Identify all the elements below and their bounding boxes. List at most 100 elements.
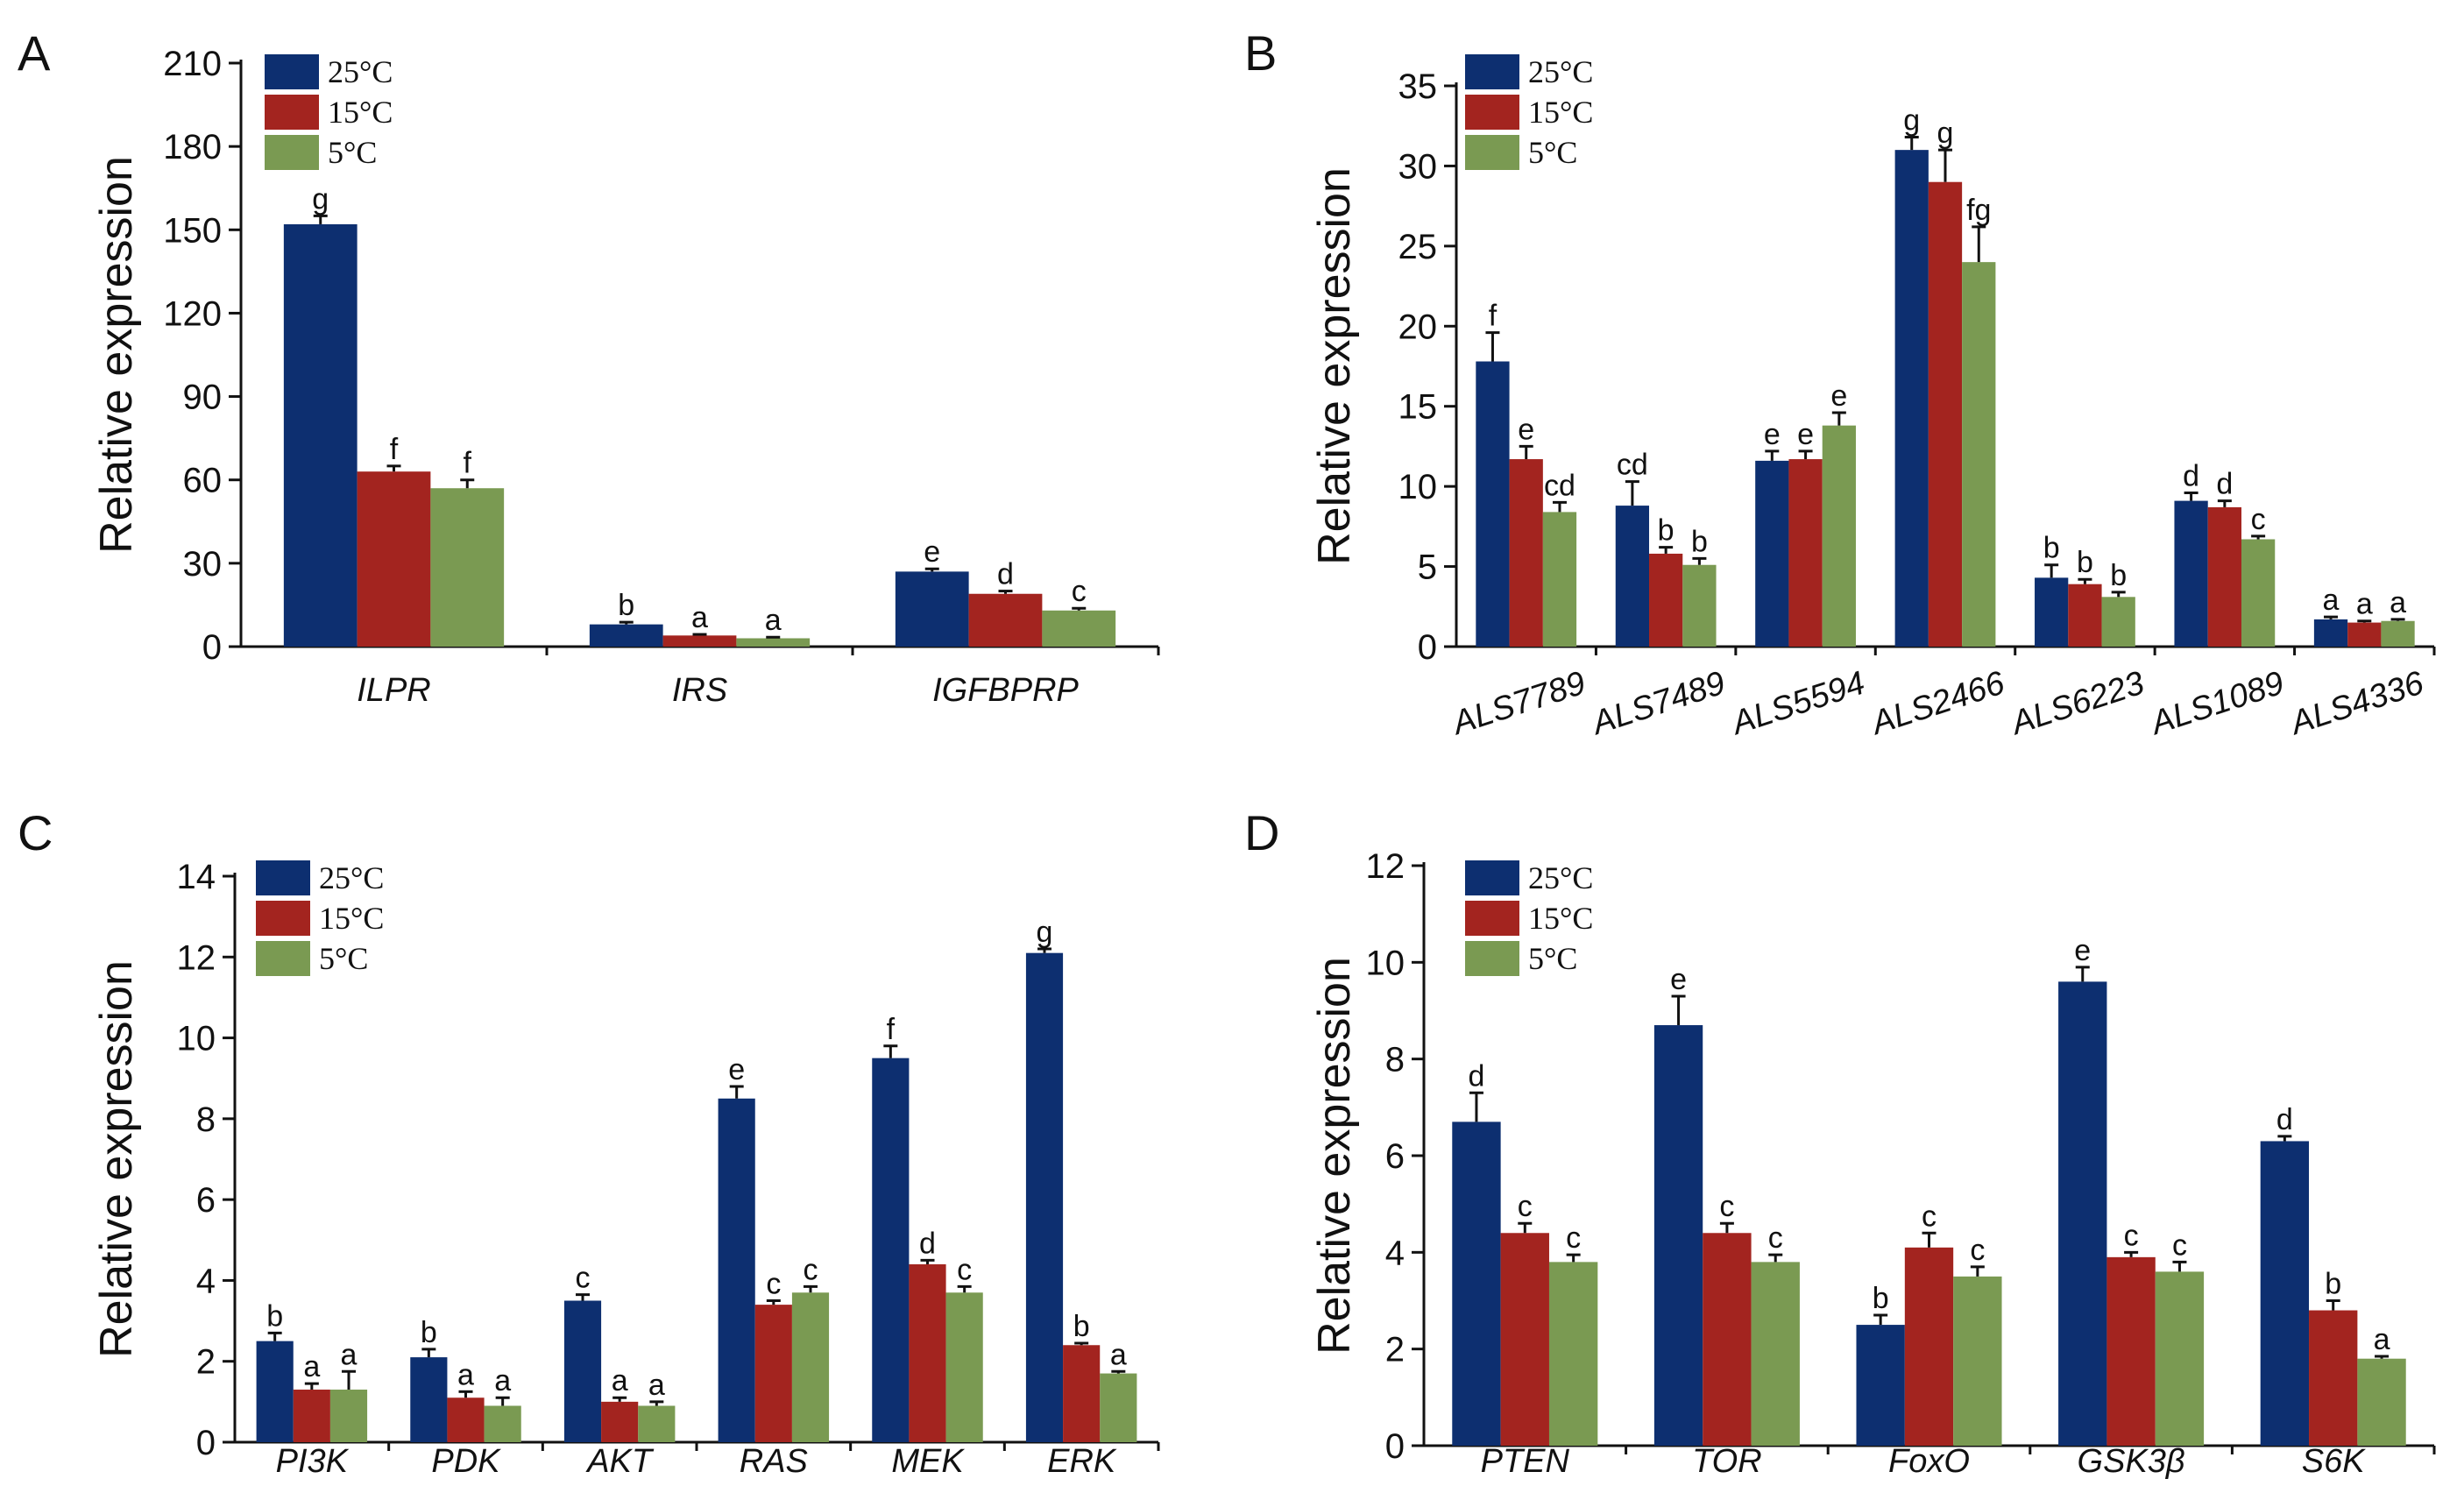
significance-label: a — [494, 1364, 511, 1397]
significance-label: e — [1518, 413, 1534, 446]
significance-label: c — [1518, 1190, 1533, 1223]
y-tick-label: 4 — [196, 1262, 216, 1300]
significance-label: b — [1073, 1310, 1090, 1343]
bar — [1649, 553, 1683, 647]
y-tick-label: 90 — [183, 379, 223, 417]
y-tick-label: 35 — [1398, 67, 1438, 106]
legend-label: 5°C — [328, 135, 377, 170]
significance-label: e — [728, 1053, 745, 1086]
category-group-ALS7789: f ecd ALS7789 — [1447, 300, 1597, 743]
bar — [283, 223, 358, 647]
significance-label: a — [2390, 586, 2406, 619]
legend-swatch — [1465, 95, 1519, 130]
significance-label: a — [2374, 1323, 2390, 1356]
significance-label: a — [612, 1364, 628, 1397]
bar — [909, 1263, 946, 1442]
y-tick-label: 60 — [183, 462, 223, 500]
category-group-RAS: e c c RAS — [718, 1053, 853, 1480]
significance-label: b — [1691, 525, 1708, 558]
bar — [895, 571, 969, 647]
significance-label: e — [1797, 418, 1814, 451]
x-tick-label: ALS7489 — [1586, 665, 1730, 743]
category-group-AKT: c a a AKT — [563, 1262, 698, 1480]
significance-label: a — [303, 1350, 320, 1383]
bar — [484, 1405, 521, 1442]
x-tick-label: IGFBPRP — [932, 672, 1079, 709]
y-tick-label: 12 — [177, 938, 216, 977]
legend-label: 5°C — [1528, 941, 1577, 976]
legend-label: 25°C — [319, 860, 384, 895]
y-tick-label: 10 — [1398, 468, 1438, 506]
bar — [1653, 1025, 1703, 1446]
legend-label: 25°C — [1528, 860, 1593, 895]
panel-letter: C — [18, 805, 53, 860]
bar — [2381, 620, 2415, 647]
bar — [410, 1357, 448, 1442]
bar — [1025, 952, 1064, 1442]
significance-label: e — [1764, 418, 1781, 451]
legend-swatch — [1465, 54, 1519, 89]
significance-label: a — [648, 1369, 665, 1402]
bar — [2068, 584, 2102, 647]
legend: 25°C 15°C 5°C — [256, 860, 384, 976]
y-axis-label: Relative expression — [91, 960, 142, 1358]
x-tick-label: S6K — [2302, 1443, 2366, 1480]
legend-swatch — [265, 135, 319, 170]
legend-swatch — [256, 901, 310, 936]
category-group-ALS2466: g g fg ALS2466 — [1866, 104, 2017, 743]
significance-label: g — [1903, 104, 1920, 138]
significance-label: b — [618, 589, 634, 622]
bar — [329, 1390, 368, 1442]
category-group-MEK: f dc MEK — [872, 1013, 1006, 1480]
significance-label: fg — [1966, 194, 1991, 227]
significance-label: f — [887, 1013, 896, 1046]
significance-label: d — [2216, 468, 2233, 501]
bar — [601, 1401, 639, 1442]
significance-label: c — [2124, 1219, 2139, 1252]
significance-label: c — [2172, 1228, 2187, 1262]
y-tick-label: 12 — [1366, 847, 1405, 886]
bar — [1542, 512, 1577, 647]
x-tick-label: ILPR — [357, 672, 430, 709]
legend-label: 5°C — [1528, 135, 1577, 170]
bar — [2106, 1256, 2156, 1446]
legend-label: 5°C — [319, 941, 368, 976]
bar — [1751, 1262, 1800, 1446]
significance-label: e — [924, 535, 940, 569]
significance-label: d — [997, 558, 1014, 591]
x-tick-label: AKT — [585, 1443, 655, 1480]
bar — [1548, 1262, 1598, 1446]
bar — [1703, 1233, 1752, 1446]
x-tick-label: MEK — [891, 1443, 965, 1480]
bar — [1894, 150, 1929, 647]
y-tick-label: 0 — [196, 1424, 216, 1462]
y-axis-label: Relative expression — [91, 156, 142, 554]
significance-label: b — [2110, 559, 2127, 592]
bar — [1452, 1121, 1501, 1446]
x-tick-label: TOR — [1692, 1443, 1762, 1480]
significance-label: cd — [1617, 449, 1648, 482]
y-tick-label: 8 — [196, 1100, 216, 1139]
y-tick-label: 25 — [1398, 228, 1438, 266]
y-tick-label: 210 — [163, 45, 222, 83]
x-tick-label: GSK3β — [2078, 1443, 2185, 1480]
significance-label: b — [1873, 1282, 1889, 1315]
panel-letter: D — [1244, 805, 1279, 860]
significance-label: a — [691, 601, 708, 634]
significance-label: d — [1468, 1059, 1484, 1093]
y-tick-label: 30 — [183, 545, 223, 584]
bar — [2260, 1141, 2310, 1446]
significance-label: e — [1670, 963, 1687, 996]
significance-label: a — [1110, 1338, 1127, 1371]
category-group-GSK3β: e c c GSK3β — [2058, 934, 2234, 1480]
significance-label: c — [957, 1253, 972, 1286]
x-tick-label: PI3K — [276, 1443, 350, 1480]
bar — [2101, 597, 2135, 647]
bar — [2174, 500, 2208, 647]
category-group-TOR: e c c TOR — [1653, 963, 1830, 1480]
significance-label: d — [2183, 459, 2199, 492]
